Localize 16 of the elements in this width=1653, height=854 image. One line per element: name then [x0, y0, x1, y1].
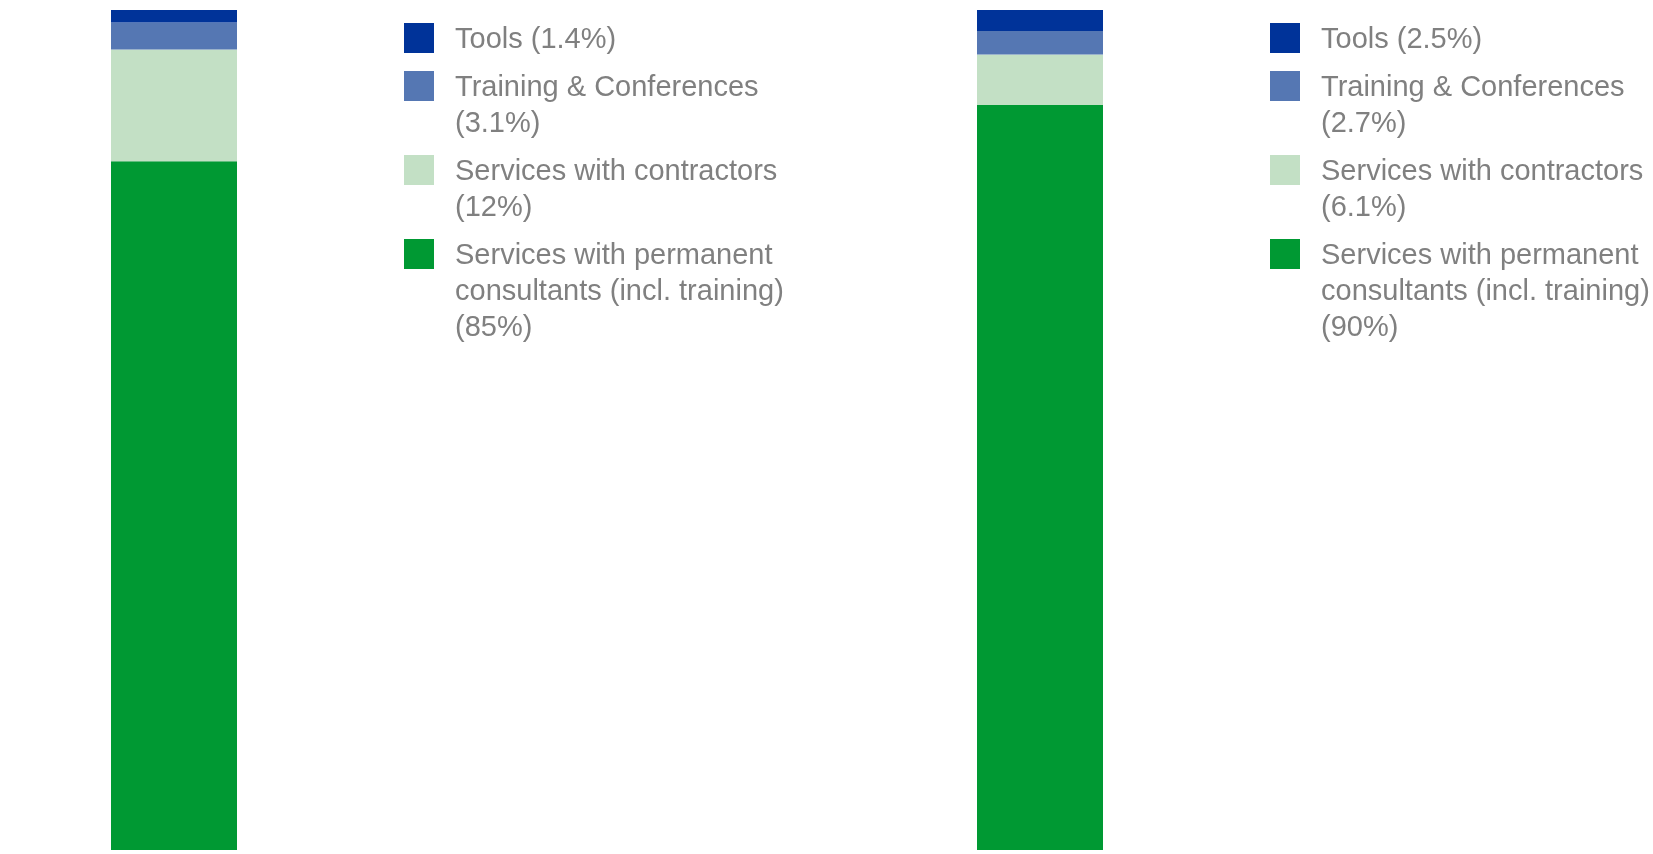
legend-label: Services with contractors (12%): [455, 153, 779, 224]
legend-label: Training & Conferences (3.1%): [455, 69, 760, 140]
bar: [111, 161, 237, 850]
legend-label: Tools (1.4%): [455, 21, 618, 56]
bar: [977, 54, 1103, 105]
bar: [977, 31, 1103, 55]
bar: [111, 49, 237, 162]
legend-label: Services with permanent consultants (incl. training) (90%): [1321, 237, 1651, 344]
bar: [111, 22, 237, 50]
bar: [111, 10, 237, 23]
legend-label: Services with permanent consultants (incl. training) (85%): [455, 237, 785, 344]
legend-label: Training & Conferences (2.7%): [1321, 69, 1626, 140]
legend-label: Tools (2.5%): [1321, 21, 1484, 56]
bar: [977, 10, 1103, 31]
legend-label: Services with contractors (6.1%): [1321, 153, 1645, 224]
bar: [977, 104, 1103, 850]
